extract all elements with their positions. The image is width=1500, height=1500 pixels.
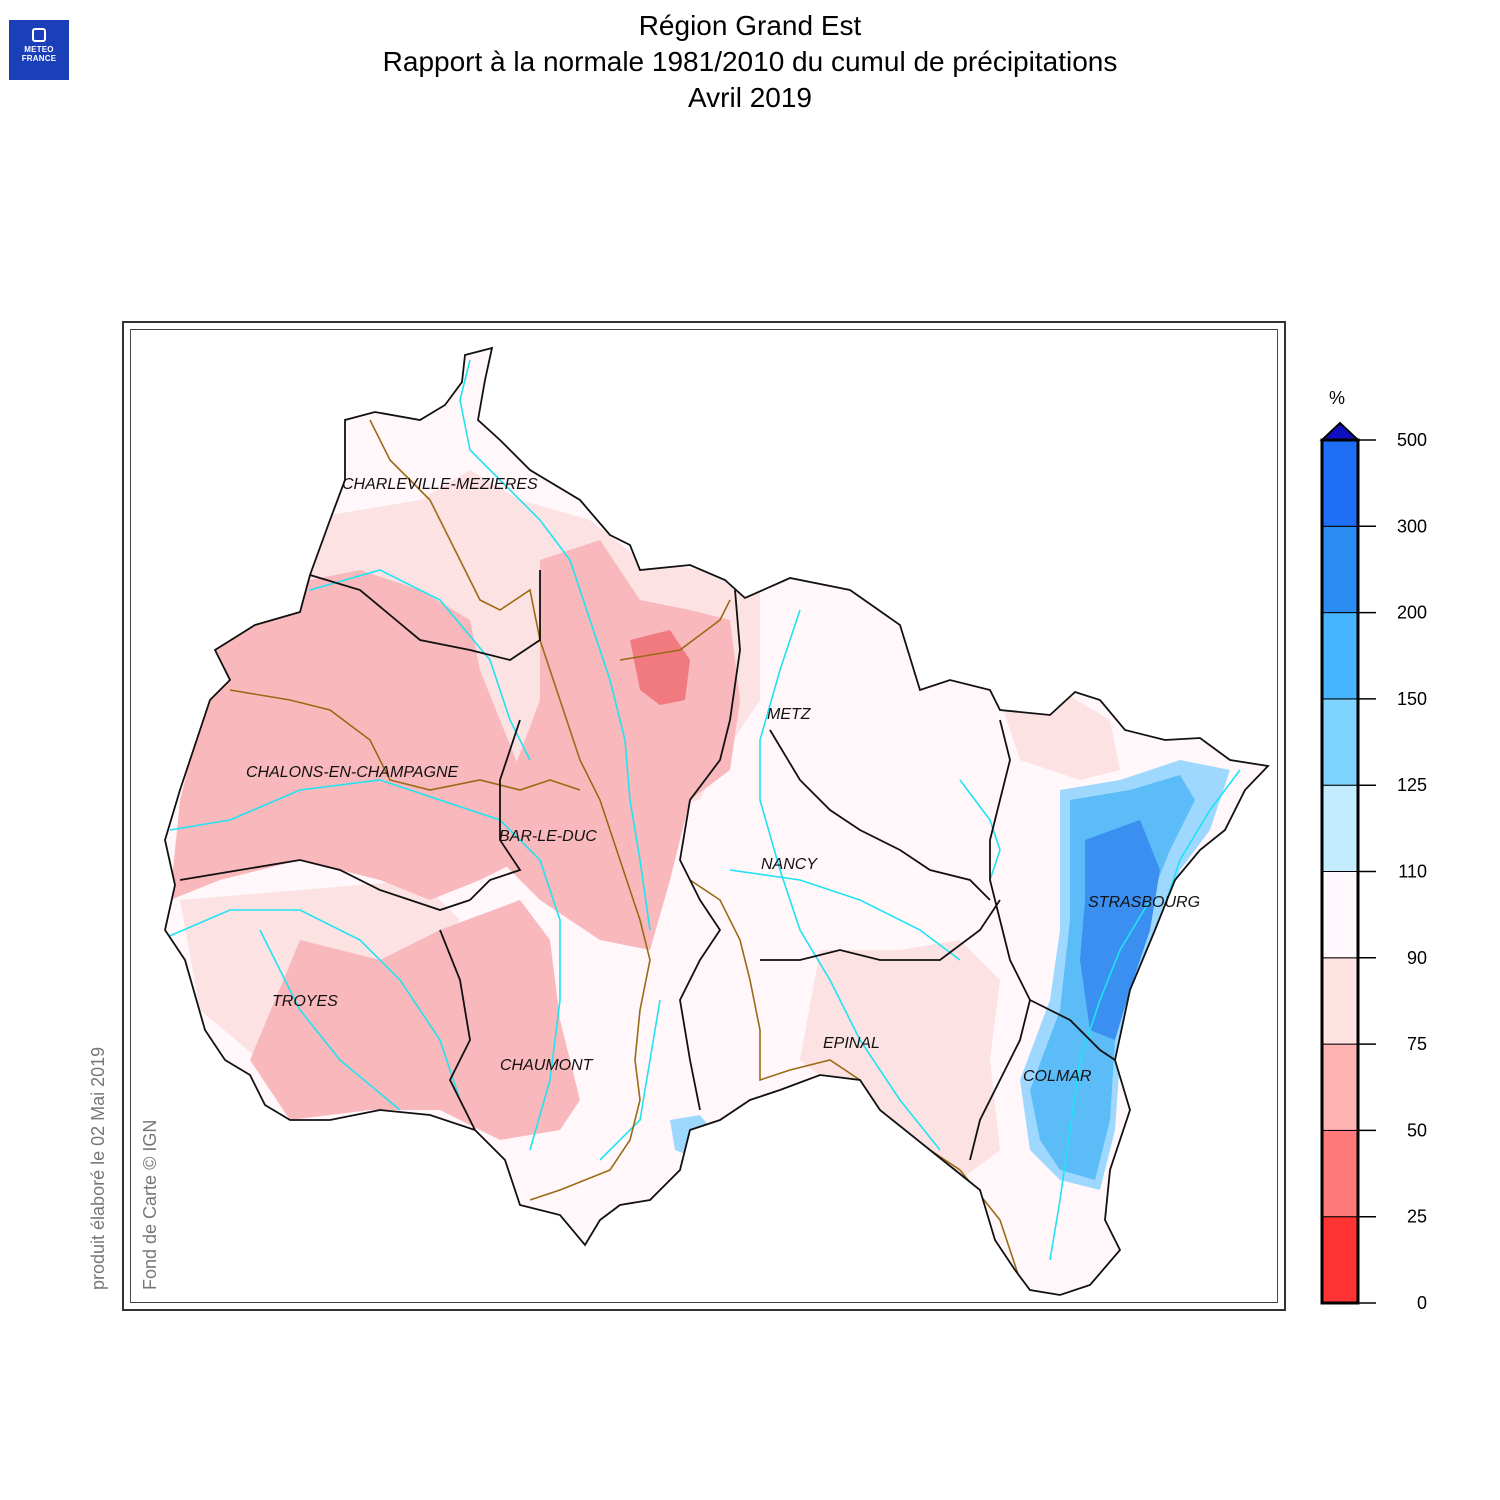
border-alsace-west — [969, 719, 1031, 1161]
legend-band-25-50 — [1321, 1129, 1359, 1218]
field-moderate-deficit-south — [250, 900, 580, 1140]
border-aube-haute-marne — [439, 929, 476, 1131]
precipitation-field — [165, 348, 1268, 1295]
map-period: Avril 2019 — [687, 82, 812, 113]
legend-tick-label: 0 — [1417, 1293, 1427, 1313]
color-legend: % 0 25 50 75 90 110 125 150 200 300 500 — [1319, 388, 1427, 1313]
legend-tick-label: 75 — [1407, 1034, 1427, 1054]
legend-band-110-125 — [1321, 784, 1359, 873]
basin-boundary-east — [619, 599, 1021, 1281]
city-label-strasbourg: STRASBOURG — [1088, 894, 1200, 911]
legend-band-150-200 — [1321, 612, 1359, 700]
field-light-deficit-southeast — [800, 940, 1000, 1180]
river-saone-source — [599, 999, 661, 1161]
border-moselle-meurthe — [769, 729, 991, 901]
river-sarre — [959, 779, 1001, 881]
legend-band-200-300 — [1321, 525, 1359, 614]
river-meuse — [459, 359, 651, 931]
city-label-chalons-en-champagne: CHALONS-EN-CHAMPAGNE — [246, 764, 459, 781]
legend-tick-label: 110 — [1398, 862, 1427, 882]
border-meuse-moselle — [679, 589, 741, 1111]
city-label-troyes: TROYES — [272, 993, 338, 1010]
department-borders — [164, 347, 1269, 1296]
legend-band-50-75 — [1321, 1043, 1359, 1131]
field-strong-excess-strasbourg — [1080, 820, 1160, 1040]
legend-color-bands — [1321, 439, 1359, 1304]
legend-tick-label: 150 — [1397, 689, 1427, 709]
basin-boundary-west — [369, 419, 651, 1201]
map-frame-outer — [122, 321, 1286, 1311]
city-label-charleville-mezieres: CHARLEVILLE-MEZIERES — [342, 476, 538, 493]
city-label-metz: METZ — [767, 706, 812, 723]
legend-unit: % — [1329, 388, 1345, 408]
basemap-credit-note: Fond de Carte © IGN — [140, 1119, 160, 1290]
border-bas-haut-rhin — [1029, 999, 1116, 1061]
legend-band-90-110 — [1321, 871, 1359, 959]
map-title: Région Grand Est — [638, 10, 862, 41]
legend-ticks: 0 25 50 75 90 110 125 150 200 300 500 — [1358, 430, 1427, 1313]
river-aube — [259, 929, 401, 1111]
river-aisne — [309, 569, 531, 761]
city-label-chaumont: CHAUMONT — [500, 1057, 594, 1074]
basin-boundary-champagne — [229, 689, 581, 791]
city-label-nancy: NANCY — [761, 856, 818, 873]
city-label-bar-le-duc: BAR-LE-DUC — [499, 828, 597, 845]
legend-tick-label: 90 — [1407, 948, 1427, 968]
legend-overflow-arrow — [1319, 421, 1361, 441]
legend-tick-label: 125 — [1397, 775, 1427, 795]
meteo-france-emblem-icon — [32, 28, 46, 42]
river-ill — [1049, 899, 1151, 1261]
river-seine — [165, 909, 461, 1101]
rivers — [165, 359, 1241, 1261]
legend-band-300-500 — [1321, 439, 1359, 527]
legend-tick-label: 500 — [1397, 430, 1427, 450]
legend-tick-label: 25 — [1407, 1207, 1427, 1227]
legend-tick-label: 50 — [1407, 1120, 1427, 1140]
legend-band-75-90 — [1321, 957, 1359, 1045]
map-frame-inner — [130, 329, 1278, 1303]
border-marne-aube — [179, 859, 471, 911]
legend-band-125-150 — [1321, 698, 1359, 786]
legend-tick-label: 300 — [1397, 516, 1427, 536]
river-moselle — [759, 609, 941, 1151]
map-subtitle: Rapport à la normale 1981/2010 du cumul … — [382, 46, 1118, 77]
border-ardennes — [309, 570, 541, 661]
field-strong-deficit-meuse-north — [630, 630, 690, 705]
legend-band-0-25 — [1321, 1216, 1359, 1304]
field-moderate-deficit-meuse — [500, 540, 740, 950]
basin-boundaries — [229, 419, 1021, 1281]
legend-tick-label: 200 — [1397, 603, 1427, 623]
city-label-colmar: COLMAR — [1023, 1068, 1092, 1085]
field-moderate-deficit-champagne — [170, 570, 520, 900]
border-vosges-north — [760, 899, 1001, 961]
logo-line-2: FRANCE — [21, 54, 57, 63]
production-date-note: produit élaboré le 02 Mai 2019 — [88, 1046, 108, 1290]
city-labels: CHARLEVILLE-MEZIERES METZ CHALONS-EN-CHA… — [246, 476, 1200, 1085]
river-meurthe — [729, 869, 961, 961]
meteo-france-logo: METEO FRANCE — [9, 20, 69, 80]
logo-line-1: METEO — [24, 45, 54, 54]
city-label-epinal: EPINAL — [823, 1035, 880, 1052]
border-marne-haute-marne — [469, 719, 522, 901]
